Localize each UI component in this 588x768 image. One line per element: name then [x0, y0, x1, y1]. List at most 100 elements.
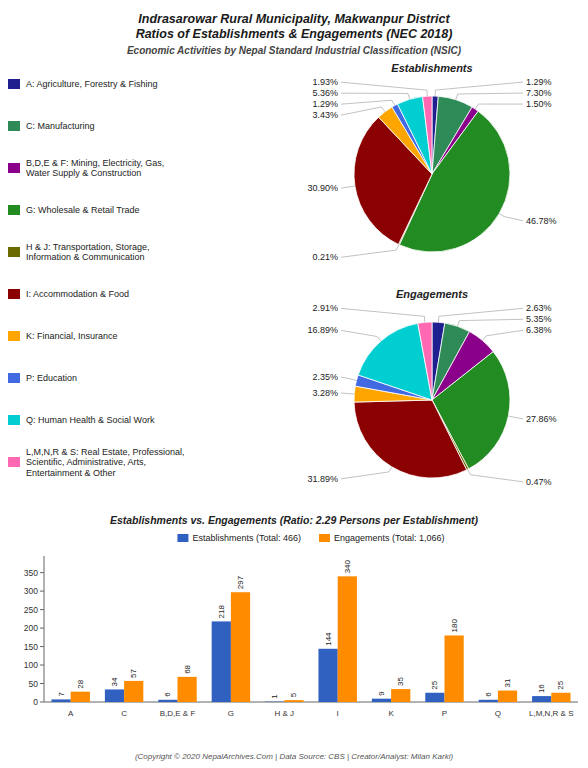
pie-slices — [354, 322, 510, 478]
leader-line — [341, 245, 399, 258]
bar — [479, 700, 498, 702]
legend-entry: H & J: Transportation, Storage,Informati… — [26, 242, 150, 263]
legend-entry: P: Education — [26, 373, 77, 383]
data-label: 1 — [270, 694, 279, 699]
leader-line — [456, 93, 523, 100]
legend-entry-line: A: Agriculture, Forestry & Fishing — [26, 79, 158, 89]
tick-label: P — [442, 709, 447, 718]
legend-entry: L,M,N,R & S: Real Estate, Professional,S… — [26, 447, 185, 478]
data-label: 5.35% — [526, 314, 552, 324]
bar — [391, 689, 410, 702]
pie-slice — [418, 322, 432, 400]
tick-mark — [40, 646, 44, 647]
tick-mark — [40, 591, 44, 592]
data-label: 6.38% — [526, 325, 552, 335]
data-label: 180 — [450, 619, 459, 633]
data-label: 27.86% — [526, 414, 557, 424]
leader-line — [341, 330, 381, 341]
legend-swatch — [8, 121, 20, 131]
annotation: (Copyright © 2020 NepalArchives.Com | Da… — [135, 752, 454, 761]
tick-label: B,D,E & F — [160, 709, 196, 718]
leader-line — [508, 416, 523, 419]
legend-entry-line: Scientific, Administrative, Arts, — [26, 457, 146, 467]
tick-mark — [40, 609, 44, 610]
page-subtitle: Economic Activities by Nepal Standard In… — [127, 45, 462, 56]
pie: Engagements2.63%5.35%6.38%27.86%0.47%2.9… — [307, 288, 556, 487]
chart-root: Indrasarowar Rural Municipality, Makwanp… — [0, 0, 588, 768]
pie-title: Engagements — [396, 288, 468, 300]
tick-mark — [40, 702, 44, 703]
data-label: 1.29% — [526, 77, 552, 87]
legend-entry-line: G: Wholesale & Retail Trade — [26, 205, 140, 215]
bars — [51, 576, 570, 702]
legend-entry: A: Agriculture, Forestry & Fishing — [26, 79, 158, 89]
bar — [425, 693, 444, 702]
legend-swatch — [8, 289, 20, 299]
legend-swatch — [8, 415, 20, 425]
bar — [265, 701, 284, 702]
tick-label: 100 — [24, 660, 38, 670]
legend-entry: Engagements (Total: 1,066) — [334, 533, 445, 543]
data-label: 25 — [556, 680, 565, 689]
tick-label: K — [388, 709, 394, 718]
data-label: 0.21% — [312, 252, 338, 262]
data-label: 6 — [484, 692, 493, 697]
legend-swatch — [8, 373, 20, 383]
data-label: 68 — [183, 664, 192, 673]
legend-swatch — [8, 457, 20, 467]
tick-mark — [40, 628, 44, 629]
tick-label: 300 — [24, 586, 38, 596]
bar-legend: Establishments (Total: 466) Engagements (… — [177, 533, 444, 543]
data-label: 5.36% — [312, 88, 338, 98]
legend-entry: Establishments (Total: 466) — [192, 533, 301, 543]
leader-line — [341, 100, 395, 105]
tick-label: I — [337, 709, 339, 718]
leader-line — [458, 319, 523, 326]
bar — [158, 700, 177, 702]
data-label: 297 — [236, 575, 245, 589]
tick-label: L,M,N,R & S — [529, 709, 573, 718]
data-label: 144 — [324, 632, 333, 646]
data-label: 46.78% — [526, 216, 557, 226]
bar — [284, 700, 303, 702]
bar — [498, 691, 517, 702]
legend-entry-line: B,D,E & F: Mining, Electricity, Gas, — [26, 158, 164, 168]
tick-label: Q — [495, 709, 501, 718]
legend-swatch — [8, 163, 20, 173]
tick-label: G — [228, 709, 234, 718]
legend-entry-line: K: Financial, Insurance — [26, 331, 118, 341]
bar — [551, 693, 570, 702]
leader-line — [475, 104, 523, 109]
legend-entry: I: Accommodation & Food — [26, 289, 129, 299]
page-title: Indrasarowar Rural Municipality, Makwanp… — [136, 12, 453, 41]
leader-line — [341, 308, 425, 322]
data-label: 6 — [163, 692, 172, 697]
page-title-line: Indrasarowar Rural Municipality, Makwanp… — [138, 12, 450, 26]
tick-label: H & J — [275, 709, 295, 718]
data-label: 9 — [377, 691, 386, 696]
bar — [445, 635, 464, 702]
legend-entry-line: P: Education — [26, 373, 77, 383]
data-label: 57 — [129, 668, 138, 677]
legend-entry: K: Financial, Insurance — [26, 331, 118, 341]
data-label: 340 — [343, 559, 352, 573]
data-label: 25 — [430, 680, 439, 689]
legend-swatch — [8, 79, 20, 89]
data-label: 2.63% — [526, 303, 552, 313]
bar — [212, 621, 231, 702]
bar-chart: Establishments vs. Engagements (Ratio: 2… — [24, 514, 578, 718]
bar — [178, 677, 197, 702]
leader-line — [341, 107, 385, 115]
legend-entry-line: C: Manufacturing — [26, 121, 95, 131]
legend-entry-line: Entertainment & Other — [26, 468, 116, 478]
legend-swatch — [177, 534, 188, 542]
pie-title: Establishments — [391, 62, 472, 74]
leader-line — [482, 330, 523, 340]
data-label: 30.90% — [307, 183, 338, 193]
page-title-line: Ratios of Establishments & Engagements (… — [136, 27, 453, 41]
data-label: 3.43% — [312, 110, 338, 120]
bar — [231, 592, 250, 702]
data-label: 2.35% — [312, 372, 338, 382]
tick-label: 250 — [24, 605, 38, 615]
data-label: 0.47% — [526, 477, 552, 487]
